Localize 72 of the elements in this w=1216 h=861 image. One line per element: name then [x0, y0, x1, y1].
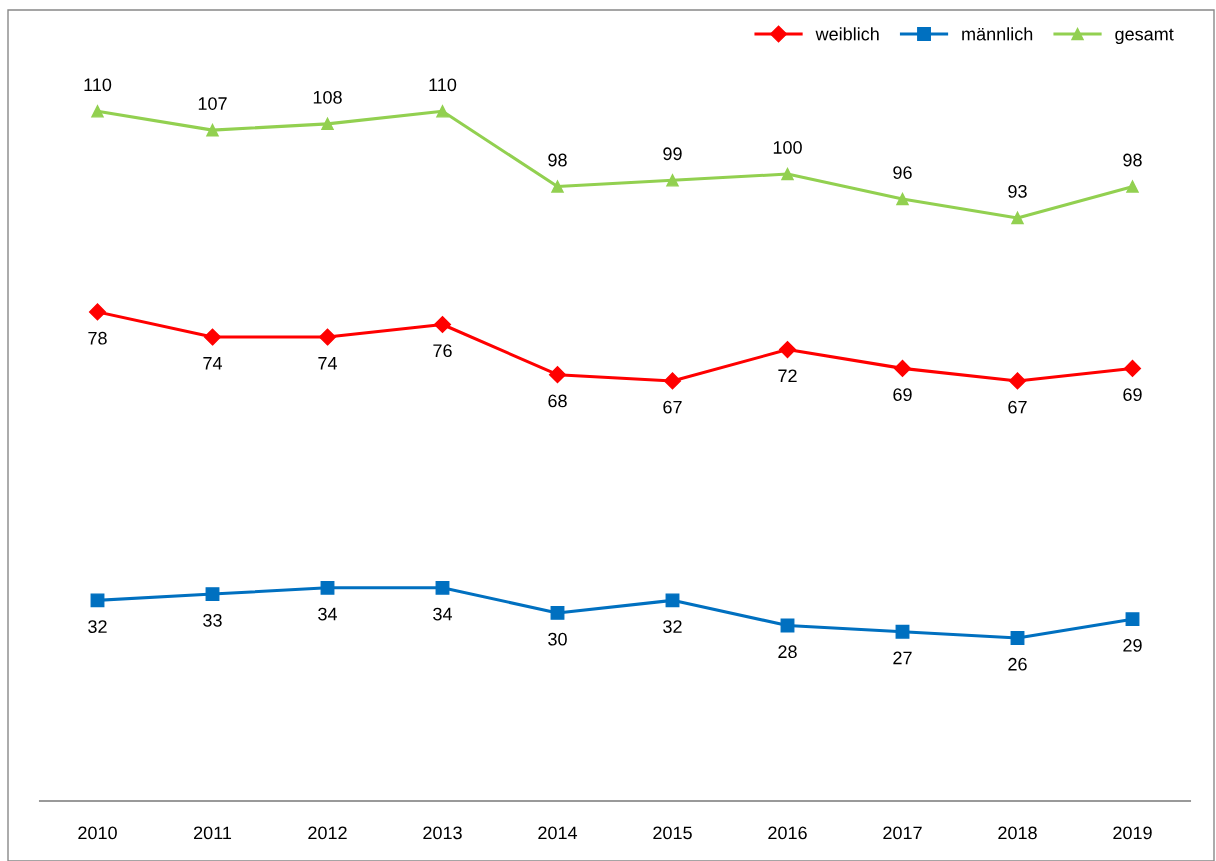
point: [321, 117, 334, 131]
point: [1011, 211, 1024, 225]
data-label: 108: [313, 90, 342, 104]
point: [320, 580, 335, 595]
data-label: 69: [1123, 388, 1142, 402]
point: [778, 341, 797, 359]
data-label: 72: [778, 369, 797, 383]
x-tick-label: 2019: [1113, 826, 1152, 840]
point: [435, 580, 450, 595]
data-label: 33: [203, 613, 222, 627]
point: [551, 180, 564, 193]
x-tick-label: 2012: [308, 826, 347, 840]
point: [433, 315, 452, 334]
data-label: 28: [778, 645, 797, 659]
x-tick-label: 2018: [998, 826, 1037, 840]
legend-label: gesamt: [1115, 28, 1174, 45]
data-label: 76: [433, 344, 452, 358]
legend-label: weiblich: [815, 27, 879, 41]
x-tick-label: 2011: [193, 826, 232, 840]
point: [1010, 631, 1025, 645]
point: [893, 359, 912, 377]
data-label: 74: [203, 357, 223, 370]
data-label: 98: [1123, 153, 1142, 167]
data-label: 30: [548, 632, 567, 646]
data-label: 32: [88, 620, 107, 633]
x-tick-label: 2014: [538, 826, 578, 840]
point: [896, 192, 909, 206]
point: [318, 328, 337, 346]
x-tick-label: 2015: [653, 826, 692, 840]
data-label: 69: [893, 388, 912, 402]
data-label: 29: [1123, 639, 1142, 652]
x-tick-label: 2010: [78, 826, 117, 840]
point: [206, 123, 219, 137]
point: [1008, 372, 1027, 390]
data-label: 99: [663, 147, 682, 161]
data-label: 110: [84, 78, 112, 92]
point: [1126, 180, 1139, 193]
data-label: 27: [893, 651, 912, 665]
data-label: 110: [429, 78, 457, 92]
x-tick-label: 2016: [768, 826, 807, 840]
x-tick-label: 2013: [423, 826, 462, 840]
point: [88, 303, 107, 321]
point: [1125, 612, 1140, 627]
point: [663, 372, 682, 390]
data-label: 68: [548, 394, 567, 408]
data-label: 74: [318, 357, 338, 370]
point: [90, 593, 105, 608]
data-label: 26: [1008, 657, 1027, 671]
point: [665, 593, 680, 608]
point: [666, 174, 679, 187]
data-label: 98: [548, 153, 567, 167]
data-label: 67: [663, 400, 682, 414]
point: [548, 366, 567, 384]
data-label: 32: [663, 620, 682, 633]
point: [205, 587, 220, 602]
data-label: 93: [1008, 184, 1027, 198]
x-tick-label: 2017: [883, 826, 922, 840]
point: [781, 167, 794, 181]
data-label: 34: [433, 607, 453, 621]
point: [895, 624, 910, 639]
legend-label: männlich: [962, 27, 1033, 41]
data-label: 100: [773, 141, 802, 154]
data-label: 78: [88, 331, 107, 345]
point: [91, 105, 104, 118]
point: [550, 605, 565, 620]
data-label: 34: [318, 607, 338, 621]
data-label: 107: [198, 97, 227, 110]
data-label: 67: [1008, 400, 1027, 414]
point: [1123, 359, 1142, 377]
point: [203, 328, 222, 346]
point: [436, 105, 449, 118]
data-label: 96: [893, 166, 912, 179]
